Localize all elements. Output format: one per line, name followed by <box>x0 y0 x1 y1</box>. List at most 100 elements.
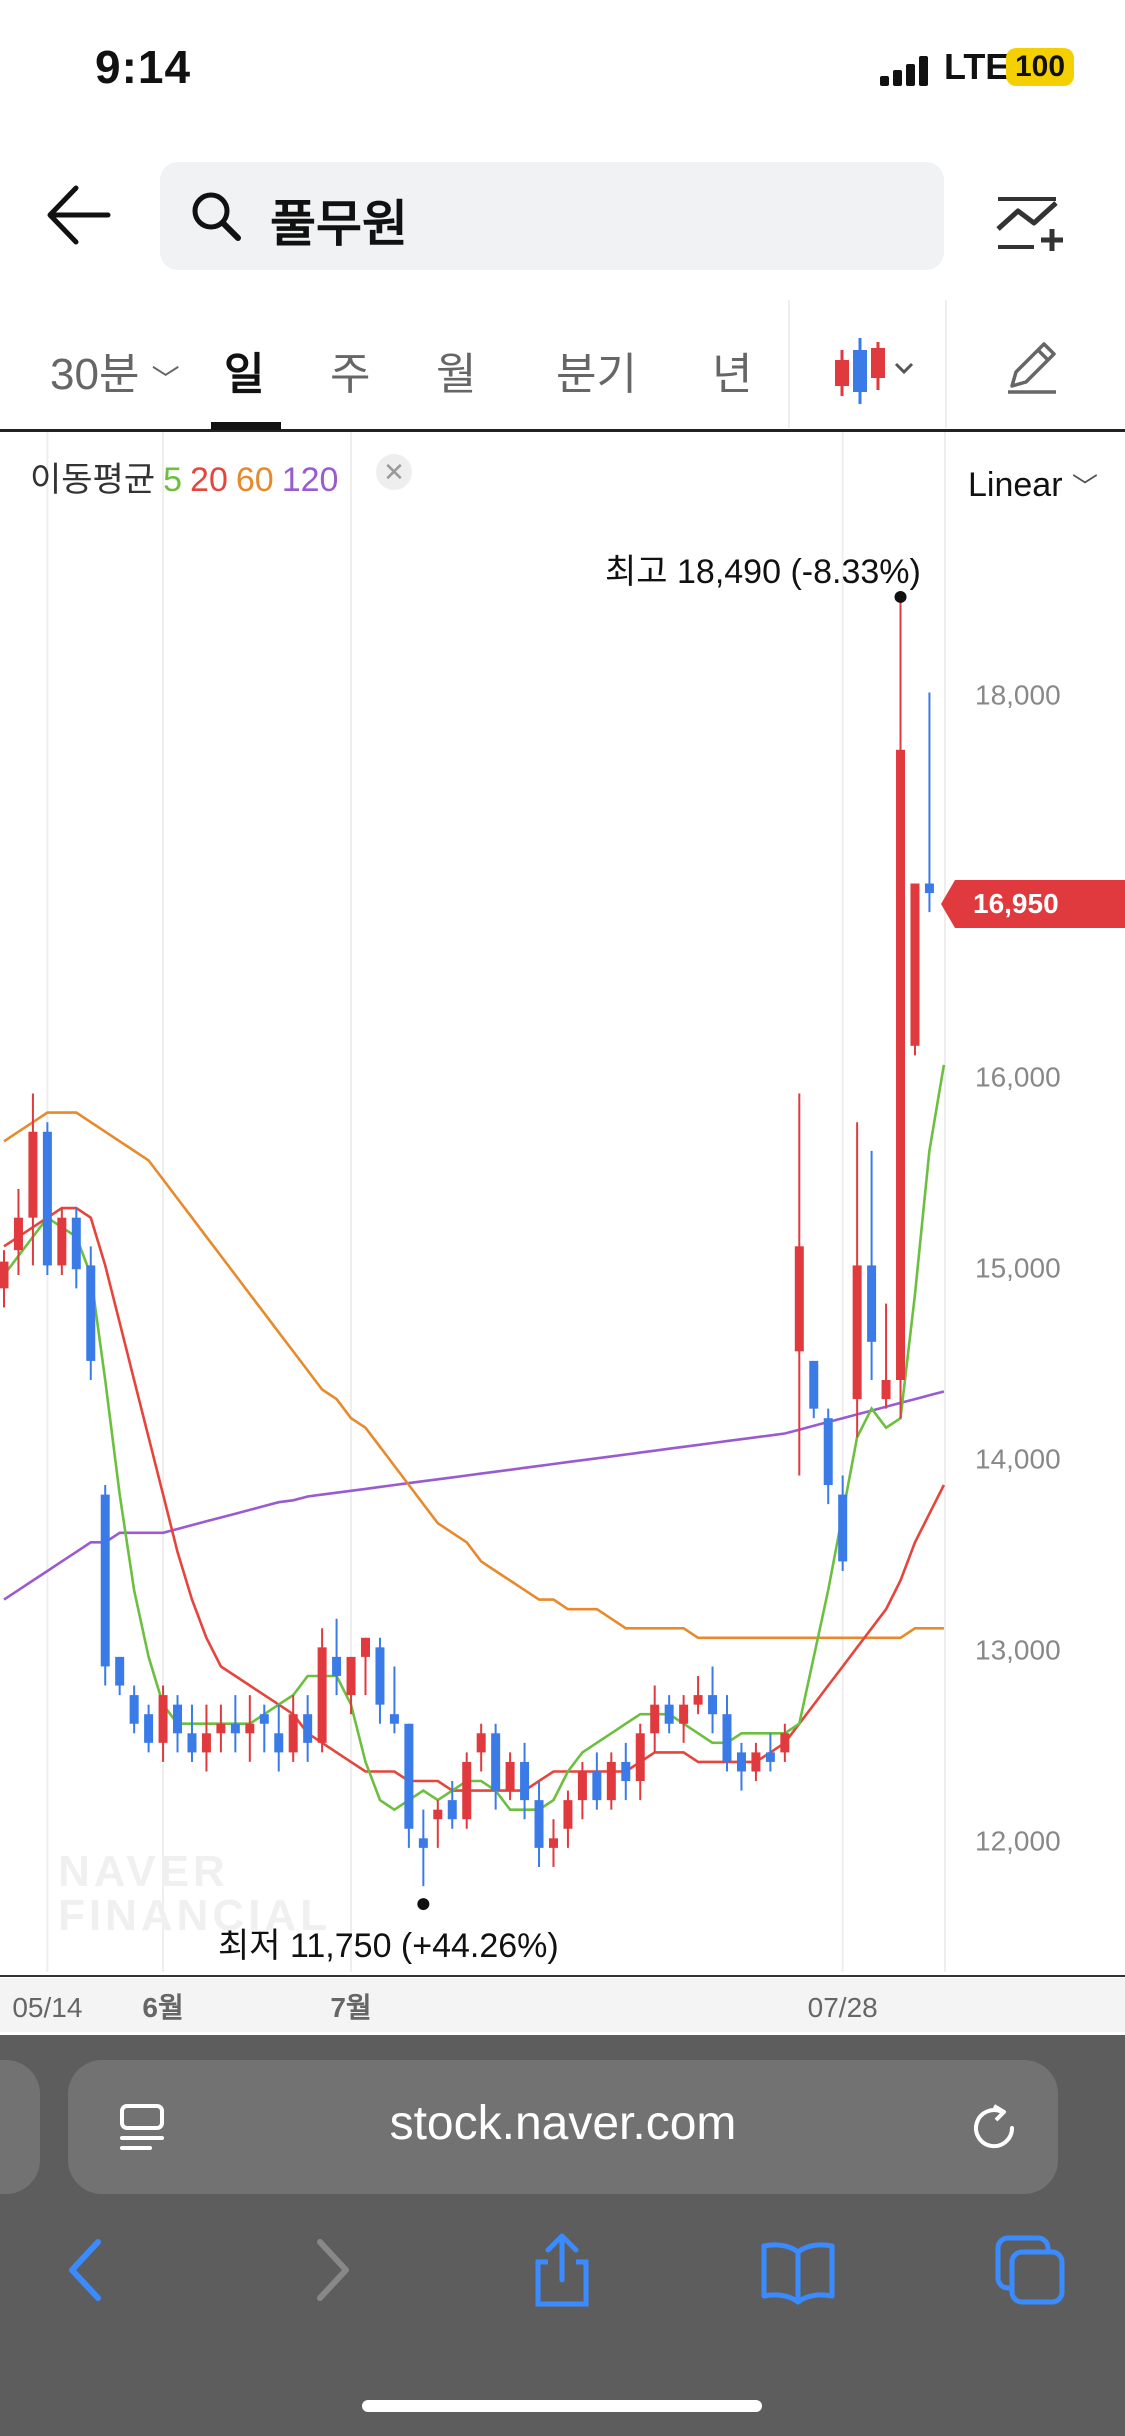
candle-body <box>404 1723 414 1829</box>
url-text: stock.naver.com <box>389 2097 737 2150</box>
home-indicator <box>362 2400 762 2412</box>
x-tick-label: 07/28 <box>808 1992 878 2023</box>
candle-body <box>635 1733 645 1782</box>
ma-label: 이동평균 <box>30 461 156 499</box>
reload-icon[interactable] <box>964 2098 1024 2158</box>
candle-body <box>520 1761 530 1801</box>
candle-body <box>115 1656 125 1686</box>
price-chart[interactable]: 18,000 16,000 15,000 14,000 13,000 12,000 05/1… <box>0 432 1125 2032</box>
tab-month[interactable]: 월 <box>436 350 477 399</box>
candle-body <box>86 1265 96 1361</box>
watermark-logo: NAVER FINANCIAL <box>58 1847 332 1940</box>
candle-body <box>679 1704 689 1724</box>
search-value: 풀무원 <box>270 196 408 252</box>
candle-body <box>794 1246 804 1352</box>
candle-body <box>896 749 906 1380</box>
candle-body <box>259 1714 269 1724</box>
status-time: 9:14 <box>95 41 192 93</box>
candle-body <box>100 1494 110 1667</box>
candle-body <box>476 1733 486 1753</box>
battery-icon: 100 <box>1006 48 1074 86</box>
low-marker <box>417 1898 430 1911</box>
candlestick-type-icon[interactable] <box>828 330 928 410</box>
y-tick-label: 13,000 <box>975 1634 1061 1665</box>
candle-body <box>650 1704 660 1734</box>
candle-body <box>57 1217 67 1266</box>
candle-body <box>317 1647 327 1743</box>
back-arrow-icon[interactable] <box>40 180 120 250</box>
ma60-line <box>3 1111 944 1640</box>
high-annotation: 최고 18,490 (-8.33%) <box>605 553 921 591</box>
candle-body <box>201 1733 211 1753</box>
candle-body <box>621 1761 631 1782</box>
candle-body <box>245 1723 255 1734</box>
y-tick-label: 18,000 <box>975 680 1061 711</box>
candle-body <box>563 1800 573 1829</box>
divider <box>945 300 947 428</box>
ma5-line <box>2 1064 946 1812</box>
candle-body <box>173 1704 183 1734</box>
candle-body <box>736 1752 746 1772</box>
candle-body <box>838 1494 848 1562</box>
page-menu-icon[interactable] <box>114 2100 170 2156</box>
candle-body <box>867 1265 877 1342</box>
x-axis-band <box>0 1978 1125 2032</box>
candle-body <box>42 1131 52 1266</box>
previous-tab-pill[interactable] <box>0 2060 40 2194</box>
x-tick-label: 7월 <box>330 1992 371 2023</box>
search-icon <box>190 190 242 242</box>
forward-nav-icon[interactable] <box>290 2230 370 2310</box>
candle-body <box>751 1752 761 1772</box>
y-tick-label: 16,000 <box>975 1061 1061 1092</box>
candle-body <box>606 1761 616 1801</box>
active-tab-indicator <box>211 422 281 430</box>
candle-body <box>505 1761 515 1791</box>
candle-body <box>418 1838 428 1848</box>
bookmarks-icon[interactable] <box>758 2230 838 2310</box>
candle-body <box>274 1733 284 1753</box>
tab-day[interactable]: 일 <box>224 350 265 399</box>
candle-body <box>852 1265 862 1400</box>
y-tick-label: 14,000 <box>975 1443 1061 1474</box>
y-tick-label: 15,000 <box>975 1252 1061 1283</box>
chevron-down-icon: ﹀ <box>151 364 180 395</box>
candle-body <box>346 1656 356 1696</box>
candle-body <box>722 1714 732 1762</box>
candle-body <box>780 1733 790 1753</box>
scale-dropdown[interactable]: Linear ﹀ <box>968 466 1098 504</box>
ma5-label: 5 <box>163 461 183 499</box>
candle-body <box>765 1752 775 1762</box>
candle-body <box>548 1838 558 1848</box>
tab-quarter[interactable]: 분기 <box>556 350 637 399</box>
address-bar[interactable]: stock.naver.com <box>68 2060 1058 2194</box>
candle-body <box>303 1714 313 1743</box>
tab-year[interactable]: 년 <box>712 350 753 399</box>
candle-body <box>144 1714 154 1743</box>
pencil-icon[interactable] <box>1002 336 1062 396</box>
period-tab-bar: 30분 ﹀ 일 주 월 분기 년 <box>0 300 1125 432</box>
close-icon[interactable]: ✕ <box>376 454 412 490</box>
share-icon[interactable] <box>522 2230 602 2310</box>
candle-body <box>28 1131 38 1218</box>
candle-body <box>433 1809 443 1820</box>
candle-body <box>534 1800 544 1848</box>
candle-body <box>375 1647 385 1705</box>
candle-body <box>71 1217 81 1270</box>
tab-week[interactable]: 주 <box>330 350 371 399</box>
search-input[interactable]: 풀무원 <box>160 162 944 270</box>
candle-body <box>216 1723 226 1734</box>
tab-30min[interactable]: 30분 ﹀ <box>50 350 180 399</box>
moving-average-legend[interactable]: 이동평균 5 20 60 120 <box>30 452 338 501</box>
candle-body <box>462 1761 472 1820</box>
x-tick-label: 05/14 <box>12 1992 82 2023</box>
low-annotation: 최저 11,750 (+44.26%) <box>218 1927 559 1965</box>
candle-body <box>577 1771 587 1801</box>
compare-chart-icon[interactable] <box>990 185 1070 255</box>
ma120-label: 120 <box>281 461 339 499</box>
y-tick-label: 12,000 <box>975 1825 1061 1856</box>
x-tick-label: 6월 <box>142 1992 183 2023</box>
back-nav-icon[interactable] <box>48 2230 128 2310</box>
candle-body <box>708 1695 718 1715</box>
candle-body <box>664 1704 674 1724</box>
tabs-icon[interactable] <box>990 2230 1070 2310</box>
